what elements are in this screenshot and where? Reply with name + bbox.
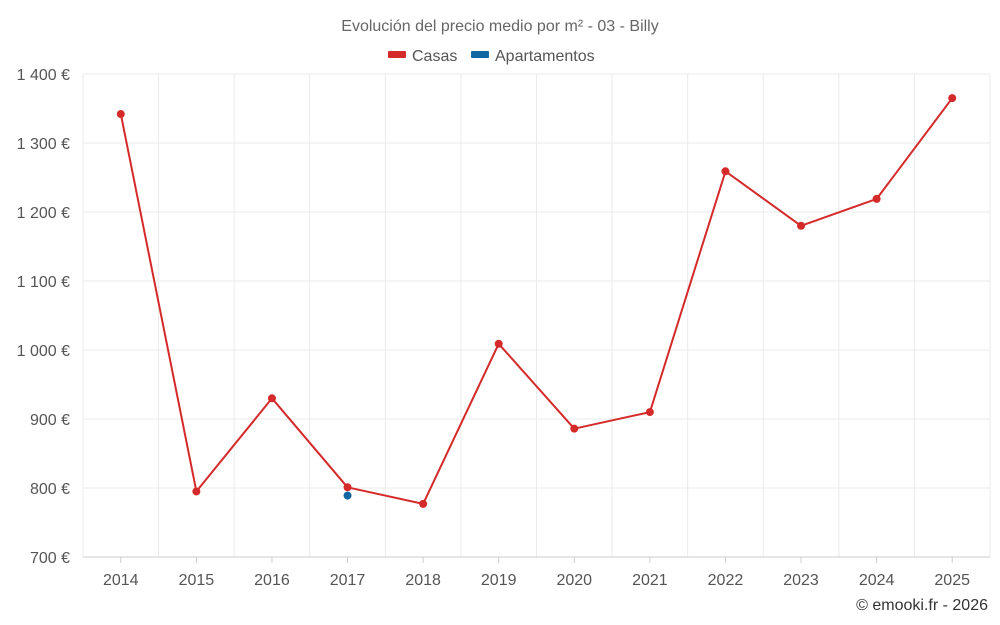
y-tick-label: 1 300 € [17, 136, 70, 153]
series-line-casas [119, 97, 953, 505]
x-tick-label: 2020 [556, 572, 592, 589]
data-point-casas [192, 487, 201, 496]
series-lines [119, 97, 953, 505]
y-tick-label: 1 000 € [17, 343, 70, 360]
data-point-casas [721, 167, 730, 176]
legend-item-casas[interactable]: Casas [388, 48, 457, 65]
x-tick-label: 2015 [179, 572, 215, 589]
legend: Casas Apartamentos [388, 48, 595, 65]
x-tick-label: 2017 [330, 572, 366, 589]
legend-item-apartamentos[interactable]: Apartamentos [471, 48, 595, 65]
data-point-casas [267, 394, 276, 403]
y-axis-tick-labels: 700 € 800 € 900 € 1 000 € 1 100 € 1 200 € 1 30… [17, 67, 70, 567]
x-tick-label: 2016 [254, 572, 290, 589]
data-point-casas [343, 483, 352, 492]
data-point-casas [570, 424, 579, 433]
data-point-casas [797, 221, 806, 230]
y-tick-label: 700 € [30, 550, 70, 567]
x-tick-label: 2023 [783, 572, 819, 589]
x-gridlines [82, 74, 991, 557]
legend-swatch-apartamentos [471, 51, 489, 58]
x-tick-label: 2022 [708, 572, 744, 589]
data-point-casas [116, 110, 125, 119]
data-point-apartamentos [343, 491, 352, 500]
x-tick-label: 2019 [481, 572, 517, 589]
data-point-casas [419, 499, 428, 508]
series-points [116, 94, 957, 508]
x-tick-label: 2021 [632, 572, 668, 589]
x-tick-label: 2014 [103, 572, 139, 589]
x-tick-label: 2018 [405, 572, 441, 589]
data-point-casas [872, 194, 881, 203]
x-tick-label: 2025 [934, 572, 970, 589]
y-tick-label: 800 € [30, 481, 70, 498]
legend-label-apartamentos: Apartamentos [495, 48, 595, 65]
legend-swatch-casas [388, 51, 406, 58]
credit-text: © emooki.fr - 2026 [856, 597, 988, 614]
x-axis-tick-labels: 2014 2015 2016 2017 2018 2019 2020 2021 2022 2023… [103, 557, 970, 589]
data-point-casas [494, 339, 503, 348]
y-tick-label: 900 € [30, 412, 70, 429]
x-tick-label: 2024 [859, 572, 895, 589]
y-tick-label: 1 400 € [17, 67, 70, 84]
chart-title: Evolución del precio medio por m² - 03 -… [341, 18, 658, 35]
y-tick-label: 1 100 € [17, 274, 70, 291]
data-point-casas [645, 408, 654, 417]
data-point-casas [948, 94, 957, 103]
y-tick-label: 1 200 € [17, 205, 70, 222]
legend-label-casas: Casas [412, 48, 457, 65]
